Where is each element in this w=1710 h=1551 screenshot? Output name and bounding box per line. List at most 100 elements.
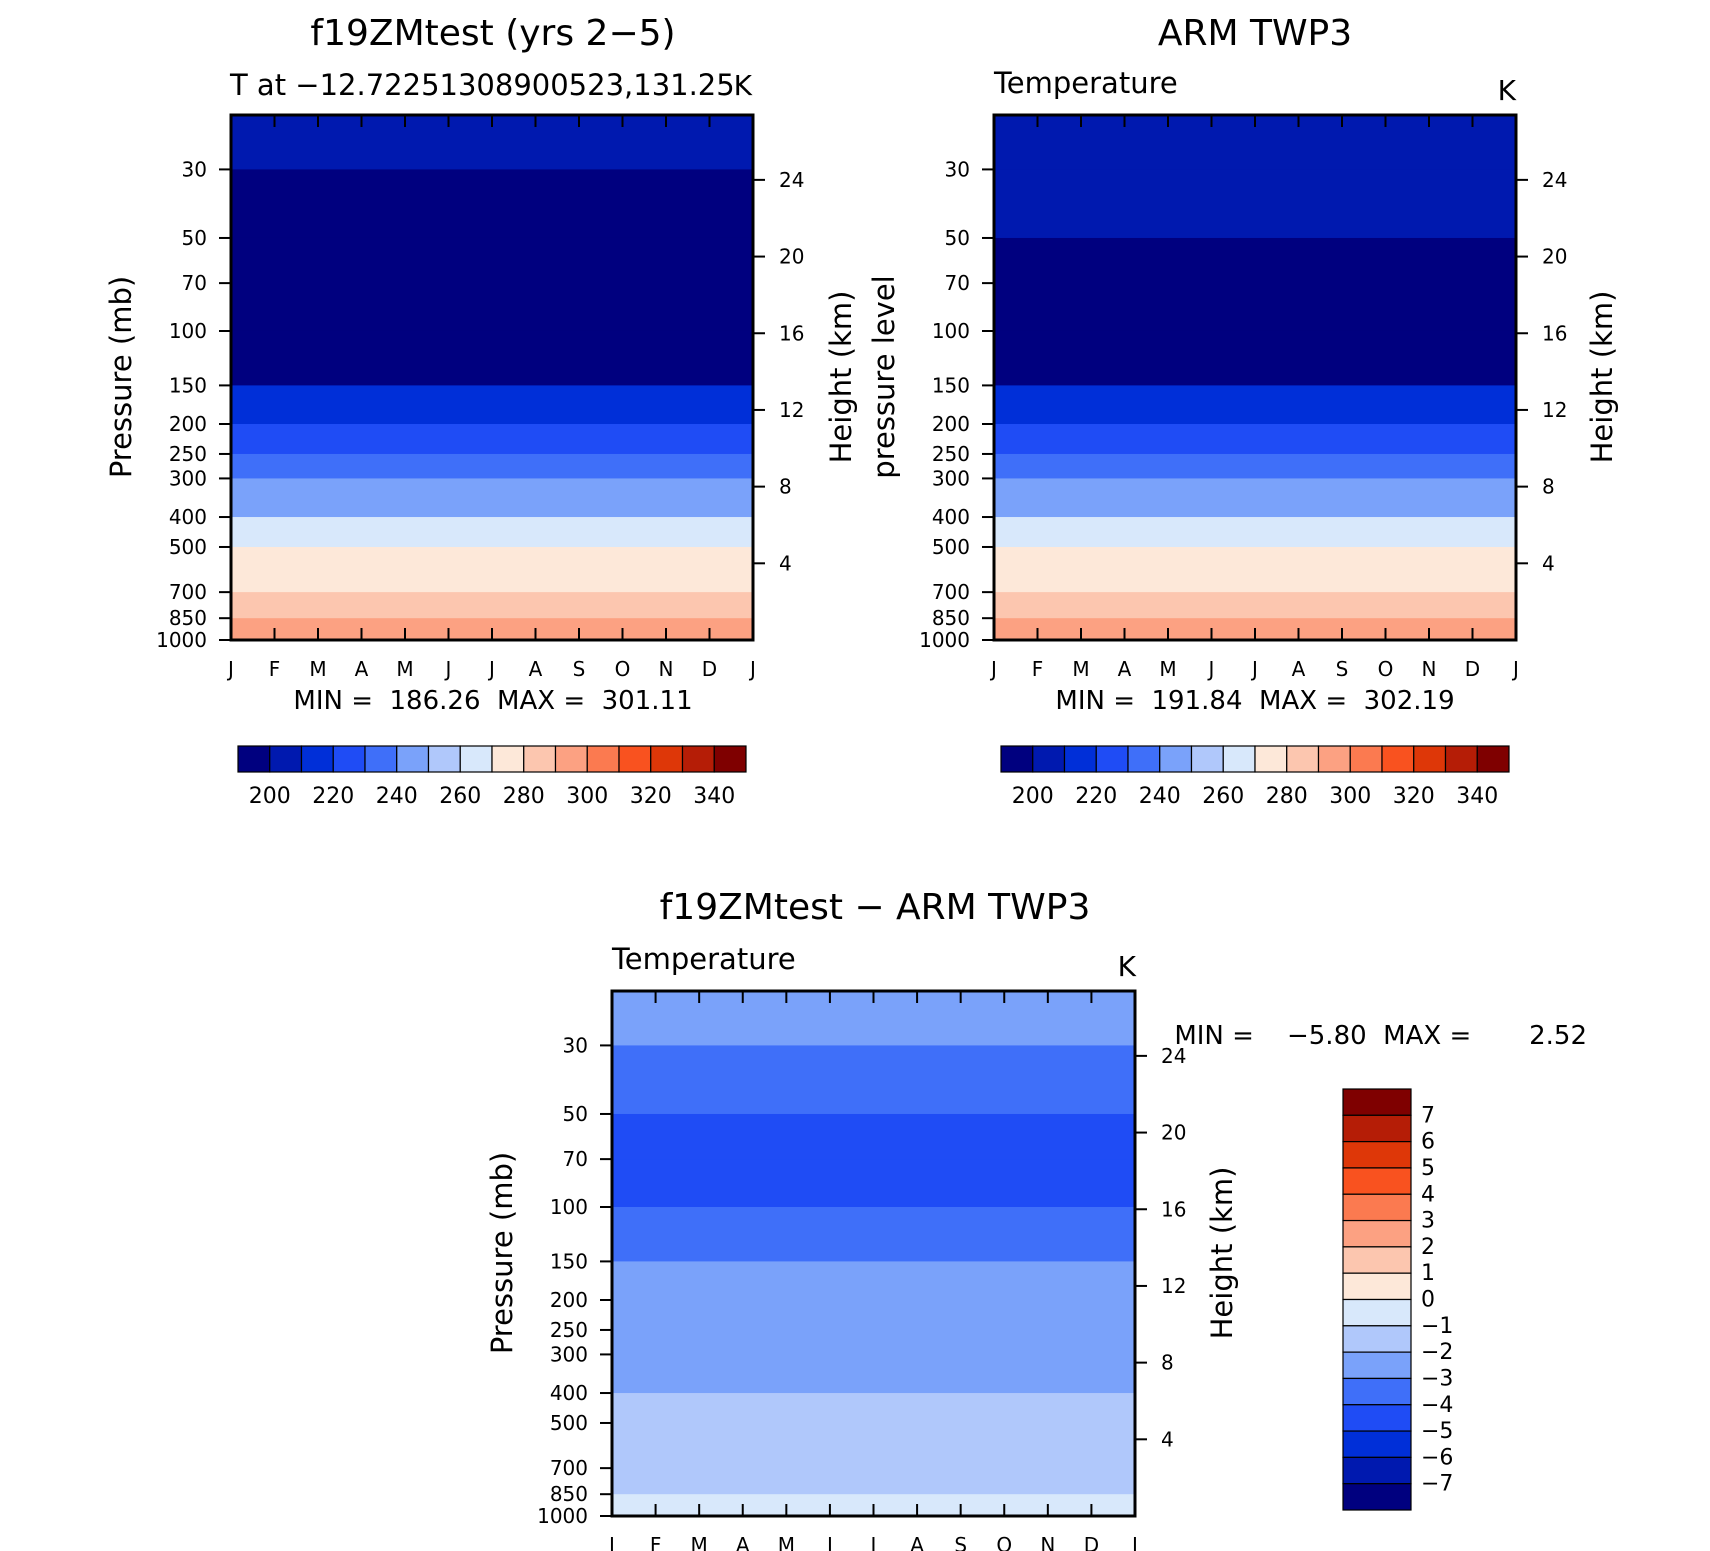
y-tick-label: 300 <box>932 466 970 490</box>
y-tick-label: 250 <box>932 442 970 466</box>
contour-band <box>231 169 753 239</box>
colorbar-label: 280 <box>1266 784 1308 809</box>
y-tick-label: 400 <box>932 505 970 529</box>
colorbar-label: 300 <box>566 784 608 809</box>
x-tick-label: J <box>989 657 997 681</box>
colorbar-swatch <box>1413 745 1447 773</box>
colorbar-swatch <box>1286 745 1320 773</box>
x-tick-label: A <box>736 1533 750 1551</box>
y-tick-label-right: 12 <box>1161 1274 1186 1298</box>
y-tick-label: 700 <box>550 1456 588 1480</box>
x-tick-label: N <box>1040 1533 1055 1551</box>
y-tick-label: 1000 <box>537 1504 588 1528</box>
colorbar-swatch <box>1254 745 1288 773</box>
y-tick-label-right: 24 <box>1542 168 1567 192</box>
contour-band <box>231 517 753 548</box>
colorbar-swatch <box>1342 1483 1412 1511</box>
colorbar-swatch <box>1342 1456 1412 1485</box>
colorbar-swatch <box>1000 745 1034 773</box>
y-tick-label: 300 <box>169 466 207 490</box>
contour-band <box>994 330 1516 386</box>
colorbar-swatch <box>396 745 430 773</box>
y-tick-label: 700 <box>169 580 207 604</box>
colorbar-swatch <box>1063 745 1097 773</box>
y-tick-label: 30 <box>945 157 970 181</box>
y-tick-label: 250 <box>550 1318 588 1342</box>
x-tick-label: S <box>1336 657 1349 681</box>
contour-band <box>612 1113 1135 1160</box>
contour-band <box>994 385 1516 425</box>
colorbar-swatch <box>1095 745 1129 773</box>
contour-band <box>612 1393 1135 1424</box>
colorbar-swatch <box>491 745 525 773</box>
colorbar-swatch <box>1342 1141 1412 1169</box>
x-tick-label: F <box>269 657 281 681</box>
colorbar-label: 220 <box>1075 784 1117 809</box>
contour-band <box>994 592 1516 619</box>
x-tick-label: M <box>396 657 413 681</box>
colorbar-label: −4 <box>1421 1393 1453 1418</box>
contour-band <box>612 1300 1135 1355</box>
colorbar-swatch <box>1381 745 1415 773</box>
colorbar-swatch <box>554 745 588 773</box>
y-tick-label: 30 <box>182 157 207 181</box>
colorbar-label: 2 <box>1421 1235 1435 1260</box>
x-tick-label: S <box>954 1533 967 1551</box>
colorbar-label: 340 <box>1456 784 1498 809</box>
x-tick-label: J <box>1511 657 1519 681</box>
contour-band <box>612 1354 1135 1394</box>
y-tick-label: 400 <box>550 1381 588 1405</box>
contour-band <box>612 1468 1135 1495</box>
panel-subtitle: Temperature <box>611 942 796 976</box>
x-tick-label: J <box>487 657 495 681</box>
colorbar-label: 320 <box>1393 784 1435 809</box>
x-tick-label: J <box>869 1533 877 1551</box>
contour-band <box>612 1261 1135 1301</box>
colorbar-swatch <box>1342 1430 1412 1458</box>
colorbar-label: 240 <box>1139 784 1181 809</box>
colorbar-swatch <box>459 745 493 773</box>
colorbar-swatch <box>1342 1193 1412 1222</box>
colorbar-swatch <box>650 745 684 773</box>
contour-band <box>994 546 1516 593</box>
contour-band <box>612 1422 1135 1469</box>
x-tick-label: N <box>659 657 674 681</box>
x-tick-label: F <box>650 1533 662 1551</box>
y-tick-label-right: 24 <box>1161 1044 1186 1068</box>
colorbar-swatch <box>1342 1325 1412 1353</box>
x-tick-label: J <box>1130 1533 1138 1551</box>
colorbar-label: 200 <box>1012 784 1054 809</box>
colorbar-swatch <box>1342 1298 1412 1327</box>
panel-title: f19ZMtest − ARM TWP3 <box>660 887 1091 928</box>
contour-band <box>612 1159 1135 1208</box>
y-tick-label-right: 20 <box>1161 1121 1186 1145</box>
colorbar-label: 320 <box>630 784 672 809</box>
x-tick-label: J <box>1250 657 1258 681</box>
y-tick-label: 50 <box>563 1102 588 1126</box>
colorbar-swatch <box>1342 1219 1412 1248</box>
contour-band <box>231 330 753 386</box>
panel-subtitle: Temperature <box>993 66 1178 100</box>
colorbar-swatch <box>523 745 557 773</box>
colorbar-label: −2 <box>1421 1340 1453 1365</box>
y-tick-label-right: 16 <box>1161 1197 1186 1221</box>
contour-band <box>231 424 753 455</box>
y-tick-label: 200 <box>169 412 207 436</box>
panel-title: f19ZMtest (yrs 2−5) <box>310 13 675 54</box>
y-tick-label-right: 4 <box>1542 551 1555 575</box>
contour-band <box>612 1206 1135 1262</box>
y-tick-label: 850 <box>932 606 970 630</box>
y-tick-label: 50 <box>945 226 970 250</box>
contour-band <box>994 237 1516 284</box>
units-label: K <box>1498 74 1517 107</box>
x-tick-label: D <box>702 657 717 681</box>
colorbar-swatch <box>1342 1272 1412 1301</box>
colorbar-label: −1 <box>1421 1314 1453 1339</box>
y-tick-label: 70 <box>563 1147 588 1171</box>
contour-band <box>231 385 753 425</box>
colorbar-label: 260 <box>439 784 481 809</box>
y-tick-label: 500 <box>550 1411 588 1435</box>
x-tick-label: A <box>1292 657 1306 681</box>
